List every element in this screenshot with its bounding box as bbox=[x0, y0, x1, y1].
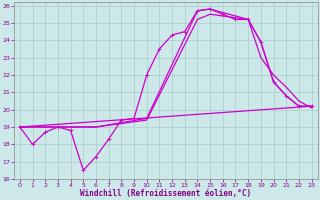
X-axis label: Windchill (Refroidissement éolien,°C): Windchill (Refroidissement éolien,°C) bbox=[80, 189, 251, 198]
